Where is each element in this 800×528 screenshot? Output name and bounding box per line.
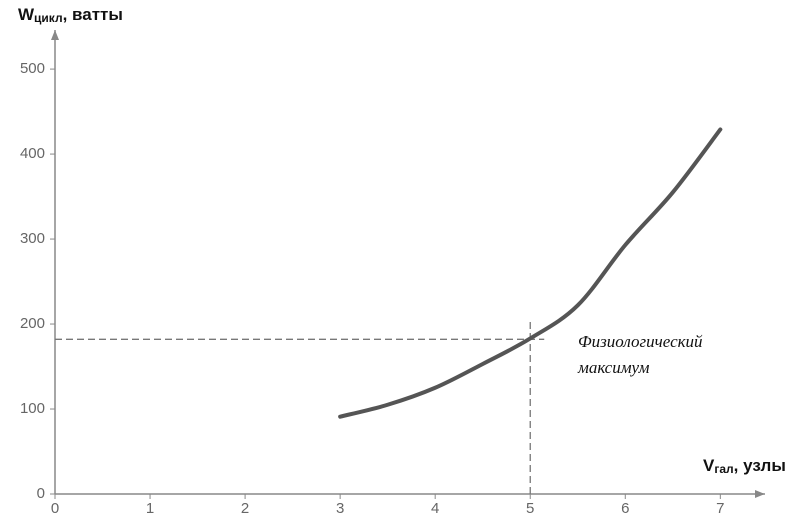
x-tick-label: 3	[336, 500, 344, 517]
curve	[338, 127, 723, 419]
y-tick-label: 200	[20, 315, 45, 332]
y-axis-label: Wцикл, ватты	[18, 5, 123, 25]
x-tick-label: 7	[716, 500, 724, 517]
x-tick-label: 1	[146, 500, 154, 517]
y-label-rest: , ватты	[63, 5, 123, 24]
y-tick-label: 400	[20, 145, 45, 162]
x-tick-label: 0	[51, 500, 59, 517]
x-label-sub: гал	[714, 462, 733, 476]
y-tick-label: 0	[37, 485, 45, 502]
y-axis-arrow	[51, 30, 59, 40]
y-tick-label: 300	[20, 230, 45, 247]
x-tick-label: 6	[621, 500, 629, 517]
annotation: максимум	[577, 358, 650, 377]
x-axis-arrow	[755, 490, 765, 498]
y-tick-label: 100	[20, 400, 45, 417]
y-tick-label: 500	[20, 60, 45, 77]
x-tick-label: 2	[241, 500, 249, 517]
x-label-main: V	[703, 456, 715, 475]
y-label-main: W	[18, 5, 35, 24]
x-tick-label: 5	[526, 500, 534, 517]
x-label-rest: , узлы	[734, 456, 786, 475]
x-axis-label: Vгал, узлы	[703, 456, 786, 476]
annotation: Физиологический	[578, 332, 703, 351]
x-tick-label: 4	[431, 500, 439, 517]
y-label-sub: цикл	[34, 11, 63, 25]
